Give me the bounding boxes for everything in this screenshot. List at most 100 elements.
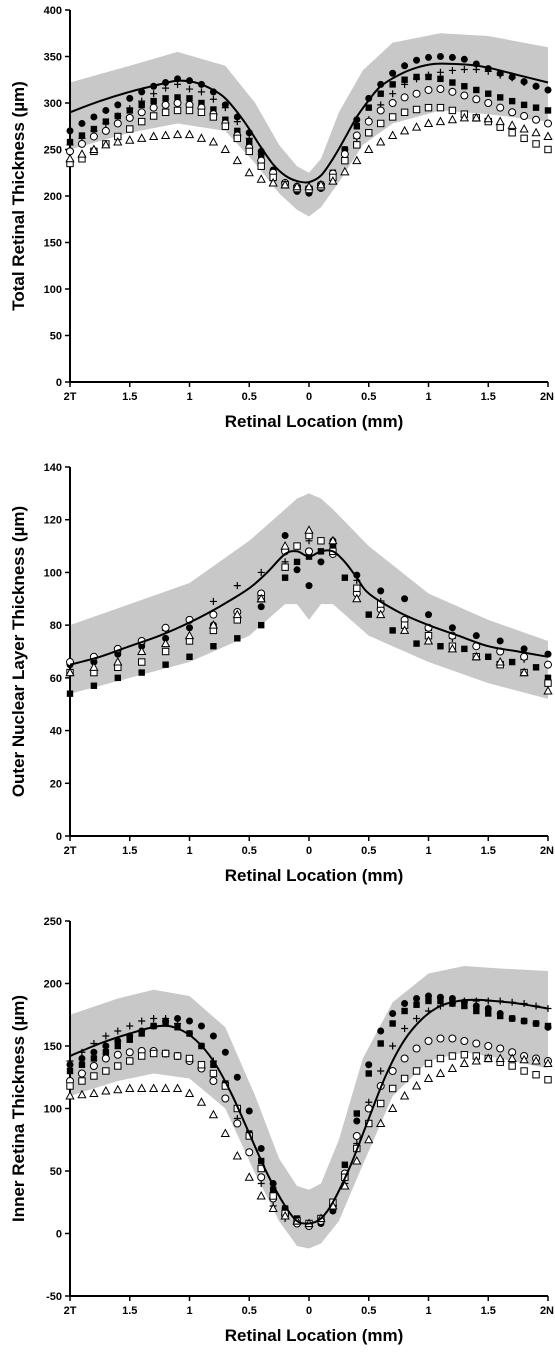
- filled-square-marker: [485, 653, 492, 660]
- open-square-marker: [532, 140, 540, 148]
- plus-marker: [138, 97, 146, 105]
- open-square-marker: [173, 106, 182, 115]
- filled-circle-marker: [413, 995, 421, 1002]
- open-triangle-marker: [352, 593, 362, 603]
- open-circle-marker: [544, 119, 552, 128]
- filled-circle-marker: [460, 55, 468, 63]
- filled-circle-marker: [66, 1061, 74, 1069]
- x-tick-label: 2N: [540, 391, 554, 403]
- filled-circle-marker: [197, 1022, 205, 1030]
- filled-square-marker: [437, 997, 444, 1005]
- filled-circle-marker: [114, 101, 122, 109]
- plus-marker: [162, 84, 170, 92]
- filled-square-marker: [461, 83, 468, 90]
- filled-square-marker: [210, 643, 217, 650]
- open-triangle-marker: [495, 656, 505, 666]
- filled-circle-marker: [448, 624, 456, 632]
- open-triangle-marker: [137, 1083, 147, 1092]
- filled-square-marker: [162, 1020, 169, 1027]
- filled-square-marker: [138, 101, 145, 109]
- x-tick-label: 0.5: [361, 845, 376, 857]
- open-square-marker: [377, 119, 385, 128]
- filled-square-marker: [449, 79, 456, 86]
- open-triangle-marker: [196, 133, 207, 142]
- open-circle-marker: [89, 132, 98, 141]
- plus-marker: [389, 90, 397, 98]
- open-triangle-marker: [65, 667, 75, 677]
- filled-square-marker: [138, 669, 145, 676]
- open-triangle-marker: [352, 155, 362, 165]
- x-axis-title: Retinal Location (mm): [225, 866, 404, 885]
- filled-square-marker: [186, 95, 193, 102]
- filled-circle-marker: [353, 1117, 361, 1125]
- open-triangle-marker: [244, 167, 254, 177]
- x-tick-label: 0: [306, 391, 312, 403]
- x-tick-label: 1.5: [481, 391, 496, 403]
- open-square-marker: [412, 105, 421, 114]
- filled-circle-marker: [90, 1048, 98, 1056]
- x-tick-label: 1: [425, 1305, 431, 1317]
- filled-circle-marker: [245, 1107, 253, 1115]
- open-triangle-marker: [208, 620, 219, 629]
- open-triangle-marker: [125, 1083, 135, 1092]
- filled-square-marker: [341, 574, 349, 581]
- open-circle-marker: [376, 106, 385, 115]
- inner-retina-thickness-panel: -50 0 50 100 150 200 250 2T 1.5 1 0.5 0 0.5 1 1.5 2N Ret…: [9, 916, 554, 1345]
- open-circle-marker: [125, 1048, 134, 1057]
- open-triangle-marker: [256, 174, 266, 183]
- filled-square-marker: [508, 658, 516, 666]
- open-square-marker: [245, 147, 253, 156]
- y-tick-label: 50: [50, 1166, 62, 1178]
- y-tick-label: 150: [44, 1041, 62, 1053]
- open-triangle-marker: [101, 139, 111, 149]
- y-tick-label: 40: [50, 726, 62, 738]
- x-tick-label: 1: [425, 391, 431, 403]
- filled-circle-marker: [389, 1010, 397, 1017]
- filled-circle-marker: [174, 1015, 182, 1022]
- plus-marker: [102, 119, 110, 127]
- open-triangle-marker: [160, 1083, 171, 1092]
- open-triangle-marker: [459, 112, 469, 122]
- open-triangle-marker: [137, 133, 147, 142]
- filled-square-marker: [377, 90, 384, 97]
- filled-square-marker: [544, 107, 552, 114]
- y-tick-label: -50: [46, 1291, 62, 1303]
- filled-square-marker: [520, 101, 528, 109]
- open-square-marker: [520, 134, 528, 143]
- filled-square-marker: [532, 1020, 540, 1027]
- open-triangle-marker: [208, 1109, 219, 1119]
- open-square-marker: [114, 1062, 122, 1070]
- filled-circle-marker: [305, 582, 313, 590]
- open-triangle-marker: [220, 144, 230, 153]
- open-circle-marker: [544, 660, 552, 669]
- y-tick-label: 400: [44, 5, 62, 17]
- x-tick-label: 1: [425, 845, 431, 857]
- plus-marker: [448, 66, 456, 74]
- open-circle-marker: [436, 1034, 445, 1043]
- open-triangle-marker: [89, 1088, 99, 1097]
- open-triangle-marker: [340, 166, 350, 176]
- plus-marker: [126, 1022, 134, 1030]
- x-axis-title: Retinal Location (mm): [225, 1326, 404, 1345]
- y-tick-label: 200: [44, 191, 62, 203]
- x-tick-label: 0.5: [242, 1305, 257, 1317]
- filled-square-marker: [508, 97, 516, 105]
- outer-nuclear-layer-panel: 0 20 40 60 80 100 120 140 2T 1.5 1 0.5 0 0.5 1 1.5 2N Ret…: [9, 462, 554, 885]
- x-tick-label: 0.5: [361, 391, 376, 403]
- open-circle-marker: [245, 1148, 254, 1157]
- open-triangle-marker: [125, 135, 135, 144]
- open-triangle-marker: [232, 1150, 242, 1160]
- plus-marker: [520, 79, 528, 87]
- filled-circle-marker: [377, 587, 385, 595]
- filled-square-marker: [281, 574, 289, 581]
- open-square-marker: [197, 108, 206, 116]
- filled-circle-marker: [221, 1048, 229, 1056]
- open-triangle-marker: [531, 127, 541, 137]
- plus-marker: [233, 582, 241, 590]
- open-triangle-marker: [411, 122, 422, 131]
- open-square-marker: [448, 1052, 457, 1060]
- x-tick-label: 2N: [540, 1305, 554, 1317]
- filled-square-marker: [485, 1010, 492, 1017]
- open-triangle-marker: [388, 130, 398, 140]
- open-square-marker: [66, 1082, 74, 1090]
